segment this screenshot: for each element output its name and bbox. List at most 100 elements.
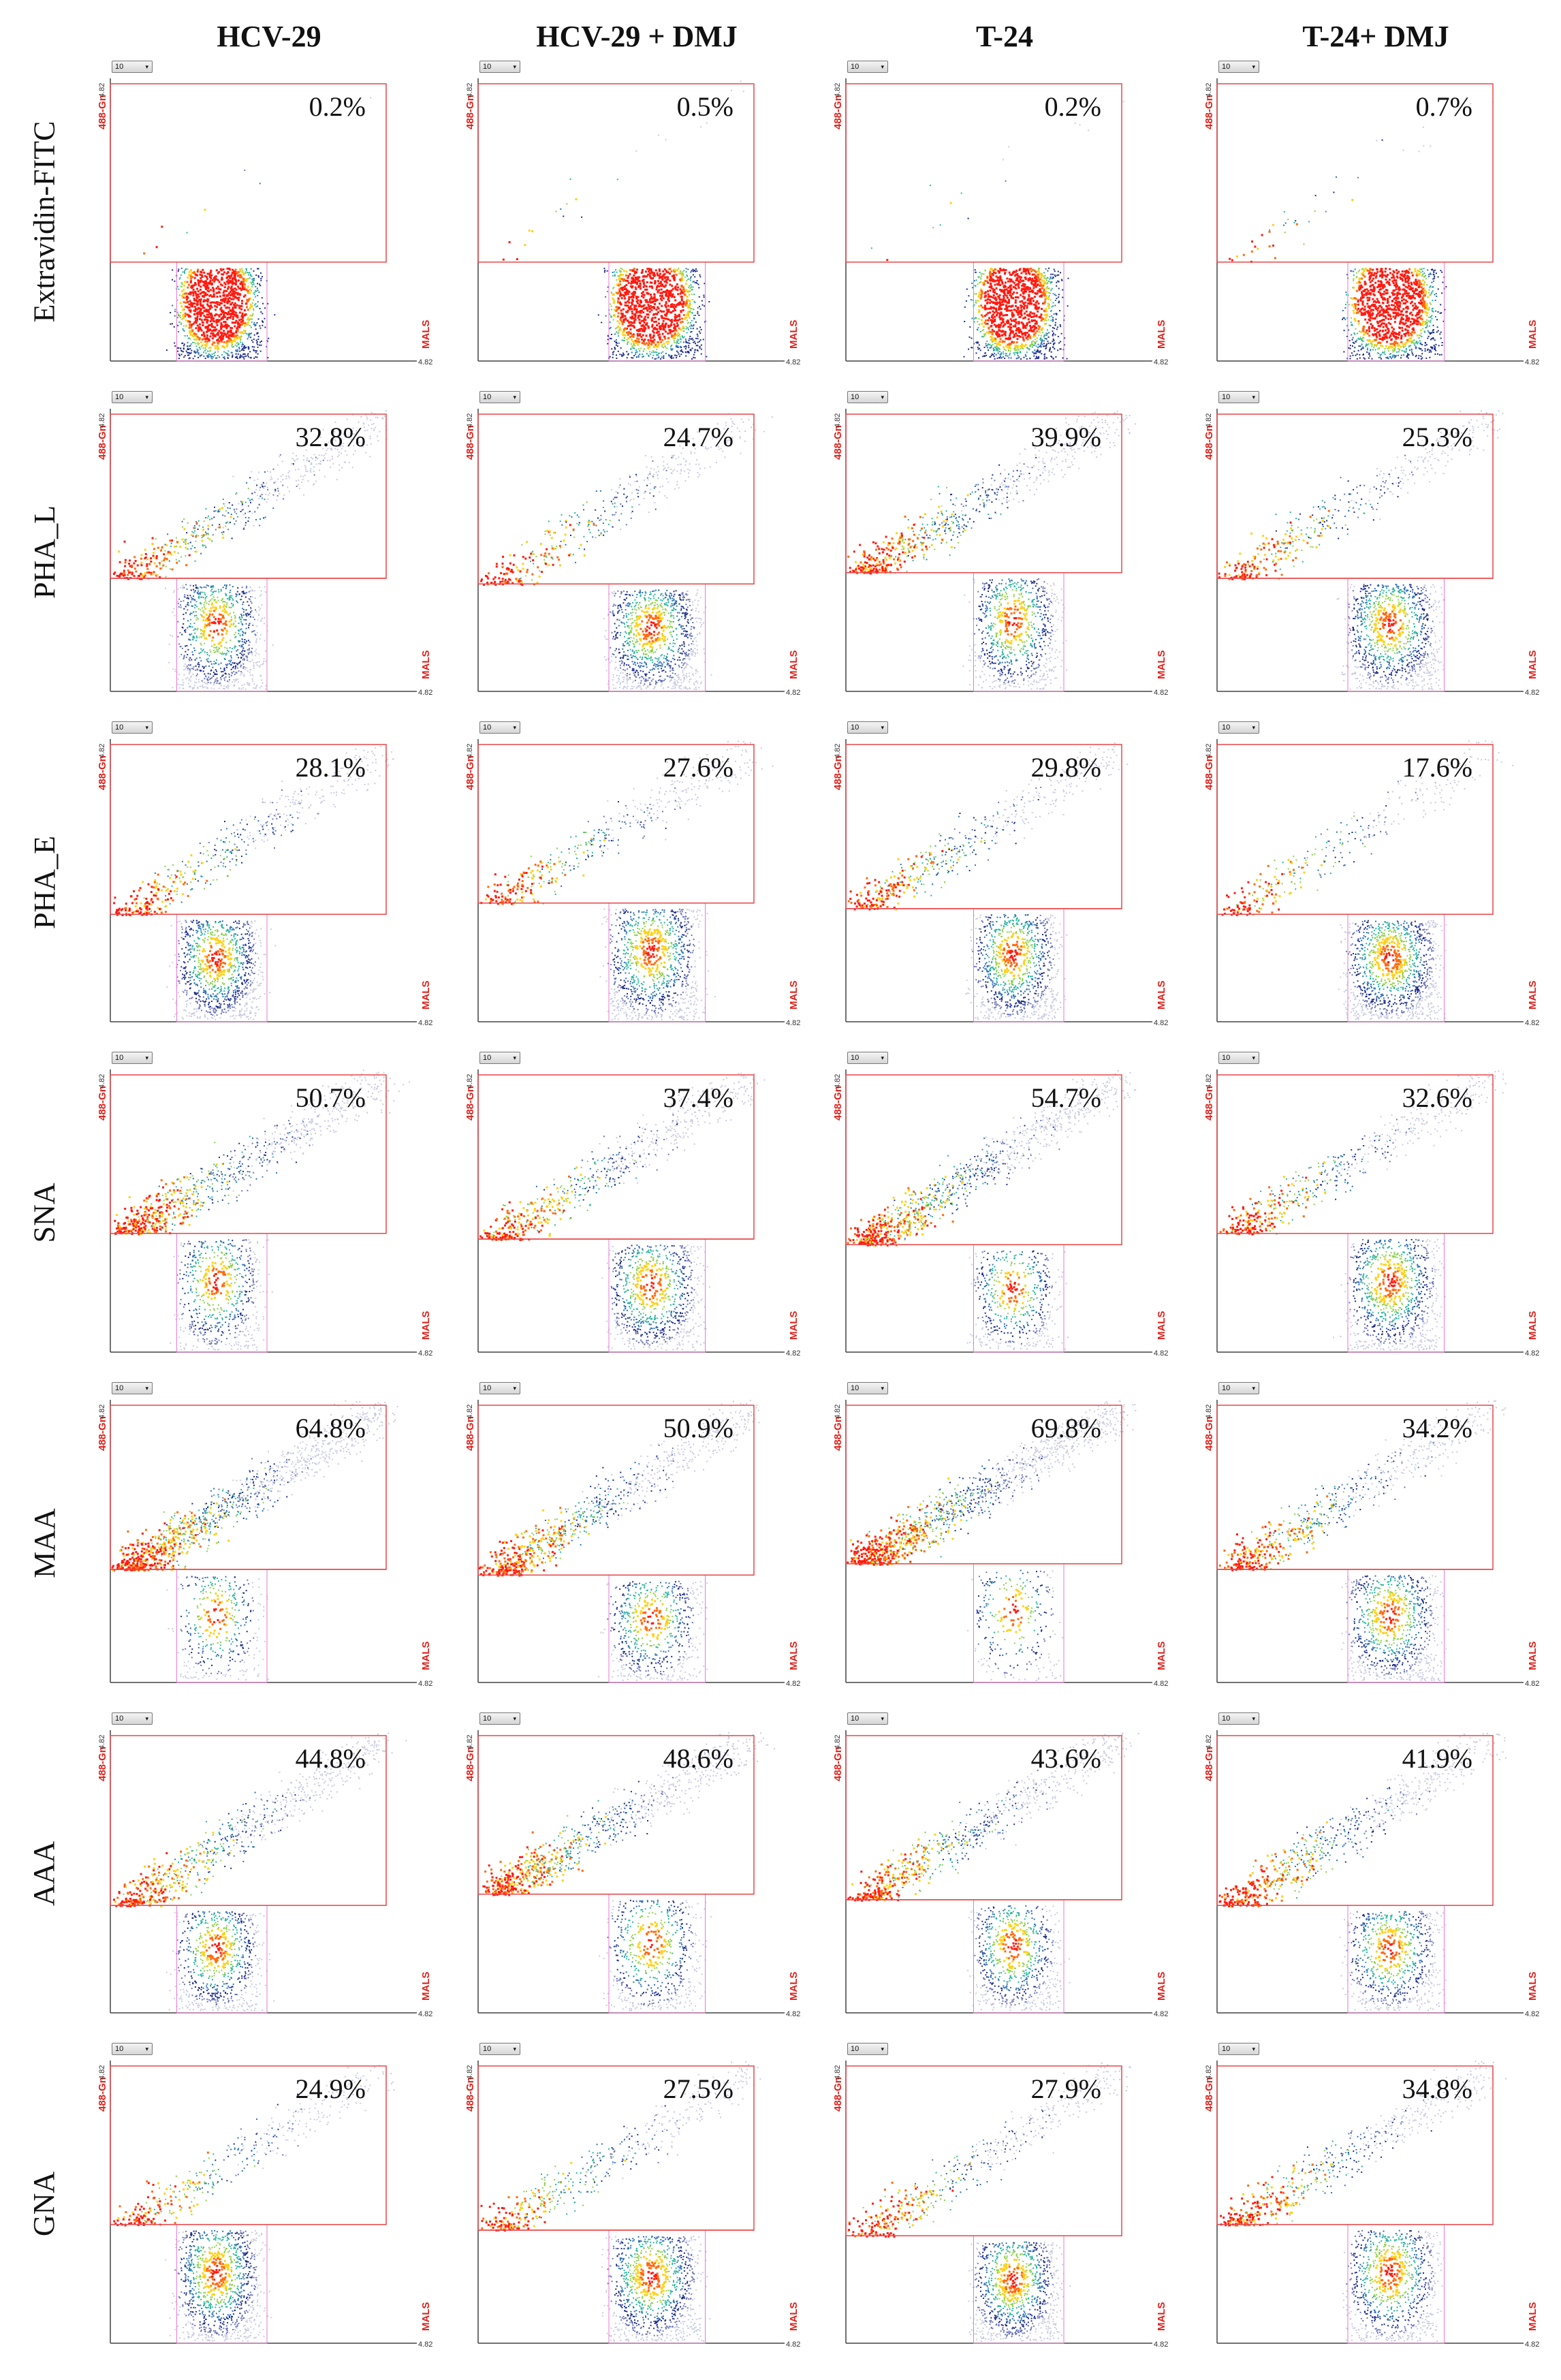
event-point [1409,321,1412,324]
event-point [1012,336,1015,339]
event-point [664,326,667,328]
event-point [235,288,238,291]
event-point [202,351,204,354]
event-point [1041,339,1043,341]
event-point [647,316,649,319]
event-point [185,350,187,352]
event-point [678,334,680,336]
event-point [657,285,659,287]
event-point [1051,356,1053,358]
event-point [1040,346,1042,348]
event-point [990,285,993,287]
axis-scale-dropdown[interactable]: 10 ▾ [847,61,888,73]
event-point [1441,345,1443,346]
event-point [232,295,235,298]
event-point [229,329,232,332]
event-point [242,343,245,345]
event-point [1000,322,1003,324]
event-point [1021,332,1024,334]
event-point [1411,351,1413,353]
event-point [1039,339,1041,340]
event-point [616,358,618,359]
event-point [1419,299,1422,302]
event-point [190,302,193,304]
event-point [1052,293,1054,295]
event-point [247,321,249,324]
event-point [190,343,192,345]
event-point [1054,334,1056,336]
event-point [665,314,667,317]
event-point [692,270,694,272]
event-point [208,347,210,349]
event-point [669,332,672,334]
event-point [246,269,248,271]
event-point [1015,329,1018,332]
event-point [1043,277,1045,279]
event-point [508,241,511,244]
event-point [988,272,991,275]
event-point [220,326,222,328]
event-point [986,354,988,356]
event-point [1361,294,1363,297]
event-point [1040,344,1041,346]
event-point [644,299,647,302]
event-point [1364,282,1367,285]
event-point [678,318,681,321]
event-point [625,304,628,307]
event-point [1001,320,1004,323]
event-point [622,294,625,296]
event-point [1400,316,1403,319]
event-point [1365,294,1368,296]
event-point [1441,342,1443,343]
event-point [1410,271,1413,274]
event-point [1021,300,1024,302]
event-point [1024,316,1026,319]
event-point [181,343,183,345]
event-point [661,317,663,319]
event-point [655,298,657,301]
event-point [1353,297,1356,300]
event-point [1003,289,1006,292]
event-point [996,349,998,351]
event-point [1394,315,1397,318]
event-point [1040,285,1043,287]
event-point [1025,310,1028,313]
event-point [194,334,197,337]
event-point [642,291,644,294]
event-point [1024,283,1026,286]
event-point [246,289,249,292]
event-point [1051,315,1052,317]
event-point [686,295,689,298]
event-point [701,300,703,302]
event-point [687,327,689,329]
event-point [188,314,191,317]
event-point [1398,331,1401,334]
axis-scale-dropdown[interactable]: 10 ▾ [479,61,520,73]
event-point [241,312,244,315]
event-point [1359,354,1361,356]
event-point [994,346,996,348]
event-point [1412,294,1415,297]
event-point [217,285,219,288]
event-point [991,330,994,333]
event-point [1358,288,1361,291]
event-point [1381,139,1383,141]
event-point [1413,281,1415,284]
event-point [996,343,999,346]
event-point [671,294,674,297]
event-point [1387,317,1390,320]
event-point [212,319,215,322]
event-point [1032,319,1035,322]
event-point [998,270,1000,273]
event-point [223,311,225,314]
event-point [1419,334,1421,336]
event-point [1058,302,1060,303]
event-point [1386,305,1389,308]
axis-scale-dropdown[interactable]: 10 ▾ [112,61,153,73]
event-point [185,268,187,270]
event-point [667,341,670,343]
event-point [607,343,609,345]
event-point [199,326,202,329]
event-point [691,325,693,327]
event-point [1391,330,1394,333]
